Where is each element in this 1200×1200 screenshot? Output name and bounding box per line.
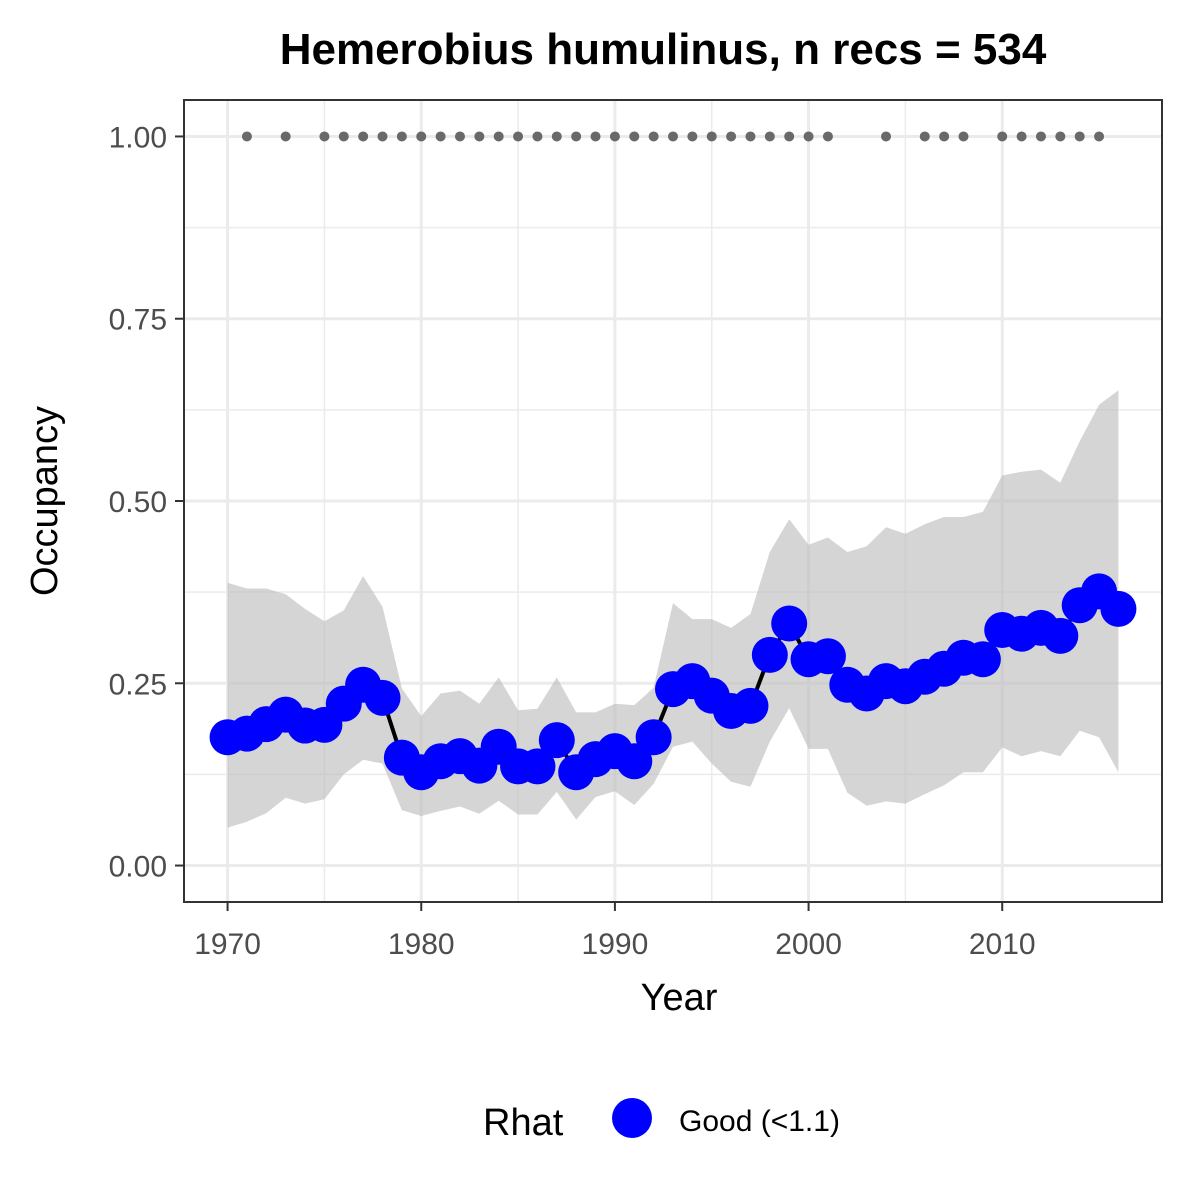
record-point (668, 131, 678, 142)
record-point (1035, 131, 1046, 142)
record-point (764, 131, 775, 142)
record-point (551, 131, 562, 142)
record-point (493, 131, 504, 142)
y-tick-label: 0.00 (109, 851, 167, 884)
record-point (706, 131, 717, 142)
record-point (532, 131, 543, 142)
confidence-ribbon (227, 390, 1119, 828)
y-tick-label: 1.00 (109, 121, 167, 154)
occupancy-point (751, 636, 788, 673)
occupancy-point (1042, 617, 1079, 654)
legend: Rhat Good (<1.1) (483, 1098, 840, 1144)
record-point (726, 131, 737, 142)
chart-title: Hemerobius humulinus, n recs = 534 (280, 25, 1047, 74)
record-point (454, 131, 465, 142)
record-point (416, 131, 427, 142)
record-point (822, 131, 833, 142)
y-tick-label: 0.75 (109, 304, 167, 337)
record-point (784, 131, 795, 142)
y-axis-title: Occupancy (24, 406, 66, 596)
record-point (358, 131, 369, 142)
occupancy-point (732, 687, 769, 724)
record-point (745, 131, 756, 142)
occupancy-point (519, 748, 556, 785)
y-axis: 0.00 0.25 0.50 0.75 1.00 (109, 121, 184, 884)
record-point (881, 131, 892, 142)
record-point (919, 131, 930, 142)
record-point (629, 131, 640, 142)
occupancy-point (964, 641, 1001, 678)
record-point (803, 131, 814, 142)
x-tick-label: 1980 (388, 928, 455, 961)
record-point (377, 131, 388, 142)
record-points (241, 131, 1105, 142)
occupancy-point (635, 719, 672, 756)
record-point (396, 131, 407, 142)
y-tick-label: 0.50 (109, 486, 167, 519)
legend-label-good: Good (<1.1) (679, 1105, 840, 1138)
occupancy-point (538, 722, 575, 759)
record-point (1055, 131, 1066, 142)
occupancy-point (809, 638, 846, 675)
record-point (958, 131, 969, 142)
record-point (997, 131, 1008, 142)
record-point (1074, 131, 1085, 142)
record-point (338, 131, 349, 142)
occupancy-point (616, 743, 653, 780)
record-point (590, 131, 601, 142)
record-point (939, 131, 950, 142)
record-point (474, 131, 485, 142)
record-point (319, 131, 330, 142)
y-tick-label: 0.25 (109, 668, 167, 701)
occupancy-point (364, 679, 401, 716)
occupancy-points (209, 573, 1137, 791)
record-point (513, 131, 524, 142)
occupancy-point (1100, 590, 1137, 627)
x-tick-label: 2000 (775, 928, 842, 961)
legend-title: Rhat (483, 1102, 564, 1144)
occupancy-point (771, 605, 808, 642)
record-point (609, 131, 620, 142)
x-axis: 1970 1980 1990 2000 2010 (194, 902, 1036, 961)
y-axis-ticks: 0.00 0.25 0.50 0.75 1.00 (109, 121, 184, 884)
record-point (435, 131, 446, 142)
record-point (280, 131, 291, 142)
x-tick-label: 1970 (194, 928, 261, 961)
record-point (648, 131, 659, 142)
record-point (687, 131, 698, 142)
plot-area (183, 99, 1163, 903)
record-point (1094, 131, 1105, 142)
record-point (571, 131, 582, 142)
record-point (1016, 131, 1027, 142)
x-tick-label: 1990 (582, 928, 649, 961)
x-axis-title: Year (641, 977, 718, 1019)
legend-key-good (612, 1098, 652, 1138)
x-tick-label: 2010 (969, 928, 1036, 961)
x-axis-ticks: 1970 1980 1990 2000 2010 (194, 902, 1036, 961)
record-point (241, 131, 252, 142)
